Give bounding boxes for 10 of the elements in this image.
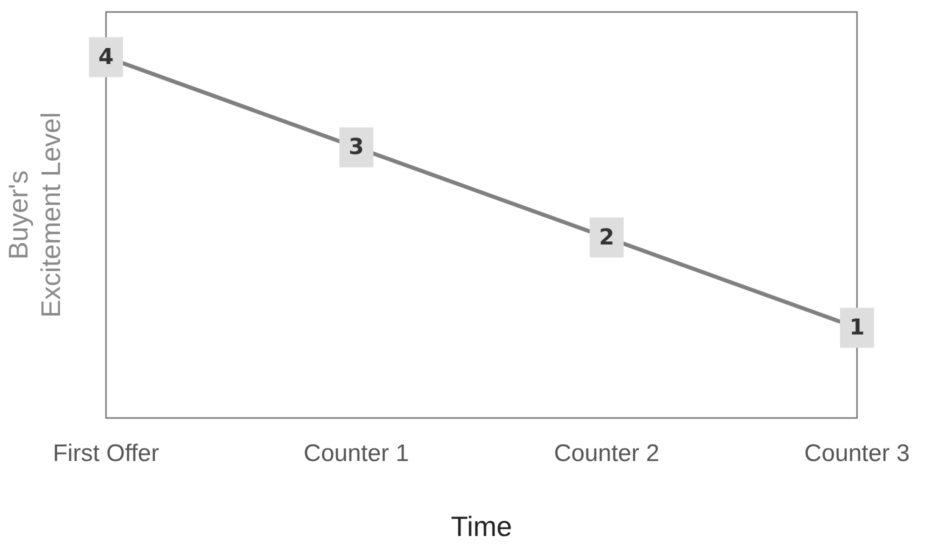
x-tick-label: Counter 3: [804, 440, 910, 468]
data-label: 4: [98, 44, 114, 70]
x-tick-label: Counter 1: [304, 440, 410, 468]
x-tick-label: Counter 2: [554, 440, 660, 468]
y-axis-title: Buyer's Excitement Level: [4, 112, 66, 318]
data-label: 1: [849, 315, 865, 340]
x-axis-title: Time: [450, 510, 512, 542]
data-label: 2: [599, 225, 614, 250]
x-tick-label: First Offer: [52, 440, 160, 468]
data-label: 3: [348, 135, 364, 160]
